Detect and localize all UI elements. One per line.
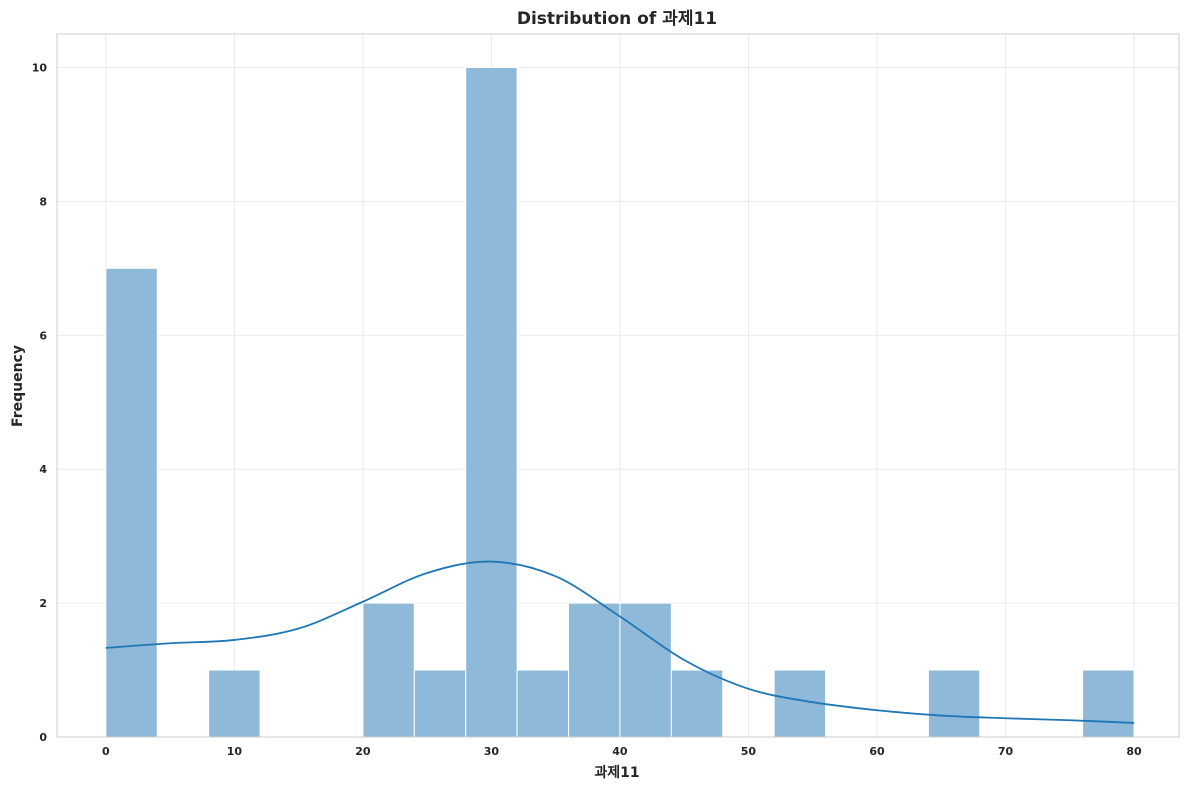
kde-curve (105, 560, 1135, 724)
histogram-bar (568, 602, 621, 738)
kde-layer (105, 560, 1135, 724)
plot-frame (56, 33, 1180, 738)
y-axis-label: Frequency (10, 345, 26, 427)
grid-layer (57, 34, 1179, 738)
histogram-bar (927, 669, 981, 738)
x-tick-label: 20 (355, 745, 371, 758)
histogram-bar (362, 602, 415, 738)
x-tick-label: 40 (612, 745, 628, 758)
histogram-bar (670, 669, 724, 738)
histogram-bar (465, 66, 518, 738)
histogram-bar (413, 669, 467, 738)
x-tick-label: 10 (227, 745, 243, 758)
y-tick-label: 2 (39, 597, 47, 610)
y-tick-label: 6 (39, 329, 47, 342)
x-tick-label: 60 (869, 745, 885, 758)
x-axis-label: 과제11 (594, 765, 639, 781)
x-tick-label: 70 (998, 745, 1014, 758)
y-tick-label: 4 (39, 463, 47, 476)
histogram-bar (105, 267, 158, 738)
x-tick-label: 30 (484, 745, 500, 758)
y-tick-label: 10 (32, 61, 48, 74)
y-tick-label: 8 (39, 195, 47, 208)
histogram-bar (516, 669, 570, 738)
histogram-bar (208, 669, 261, 738)
x-tick-label: 50 (741, 745, 757, 758)
tick-labels-layer: 0 10 20 30 40 50 60 70 80 0 2 4 6 8 10 (32, 61, 1142, 758)
x-tick-label: 80 (1126, 745, 1142, 758)
histogram-bar (1082, 669, 1135, 738)
bars-layer (105, 66, 1135, 738)
x-tick-label: 0 (102, 745, 110, 758)
y-tick-label: 0 (39, 731, 47, 744)
histogram-bar (619, 602, 672, 738)
chart-title: Distribution of 과제11 (517, 9, 717, 29)
